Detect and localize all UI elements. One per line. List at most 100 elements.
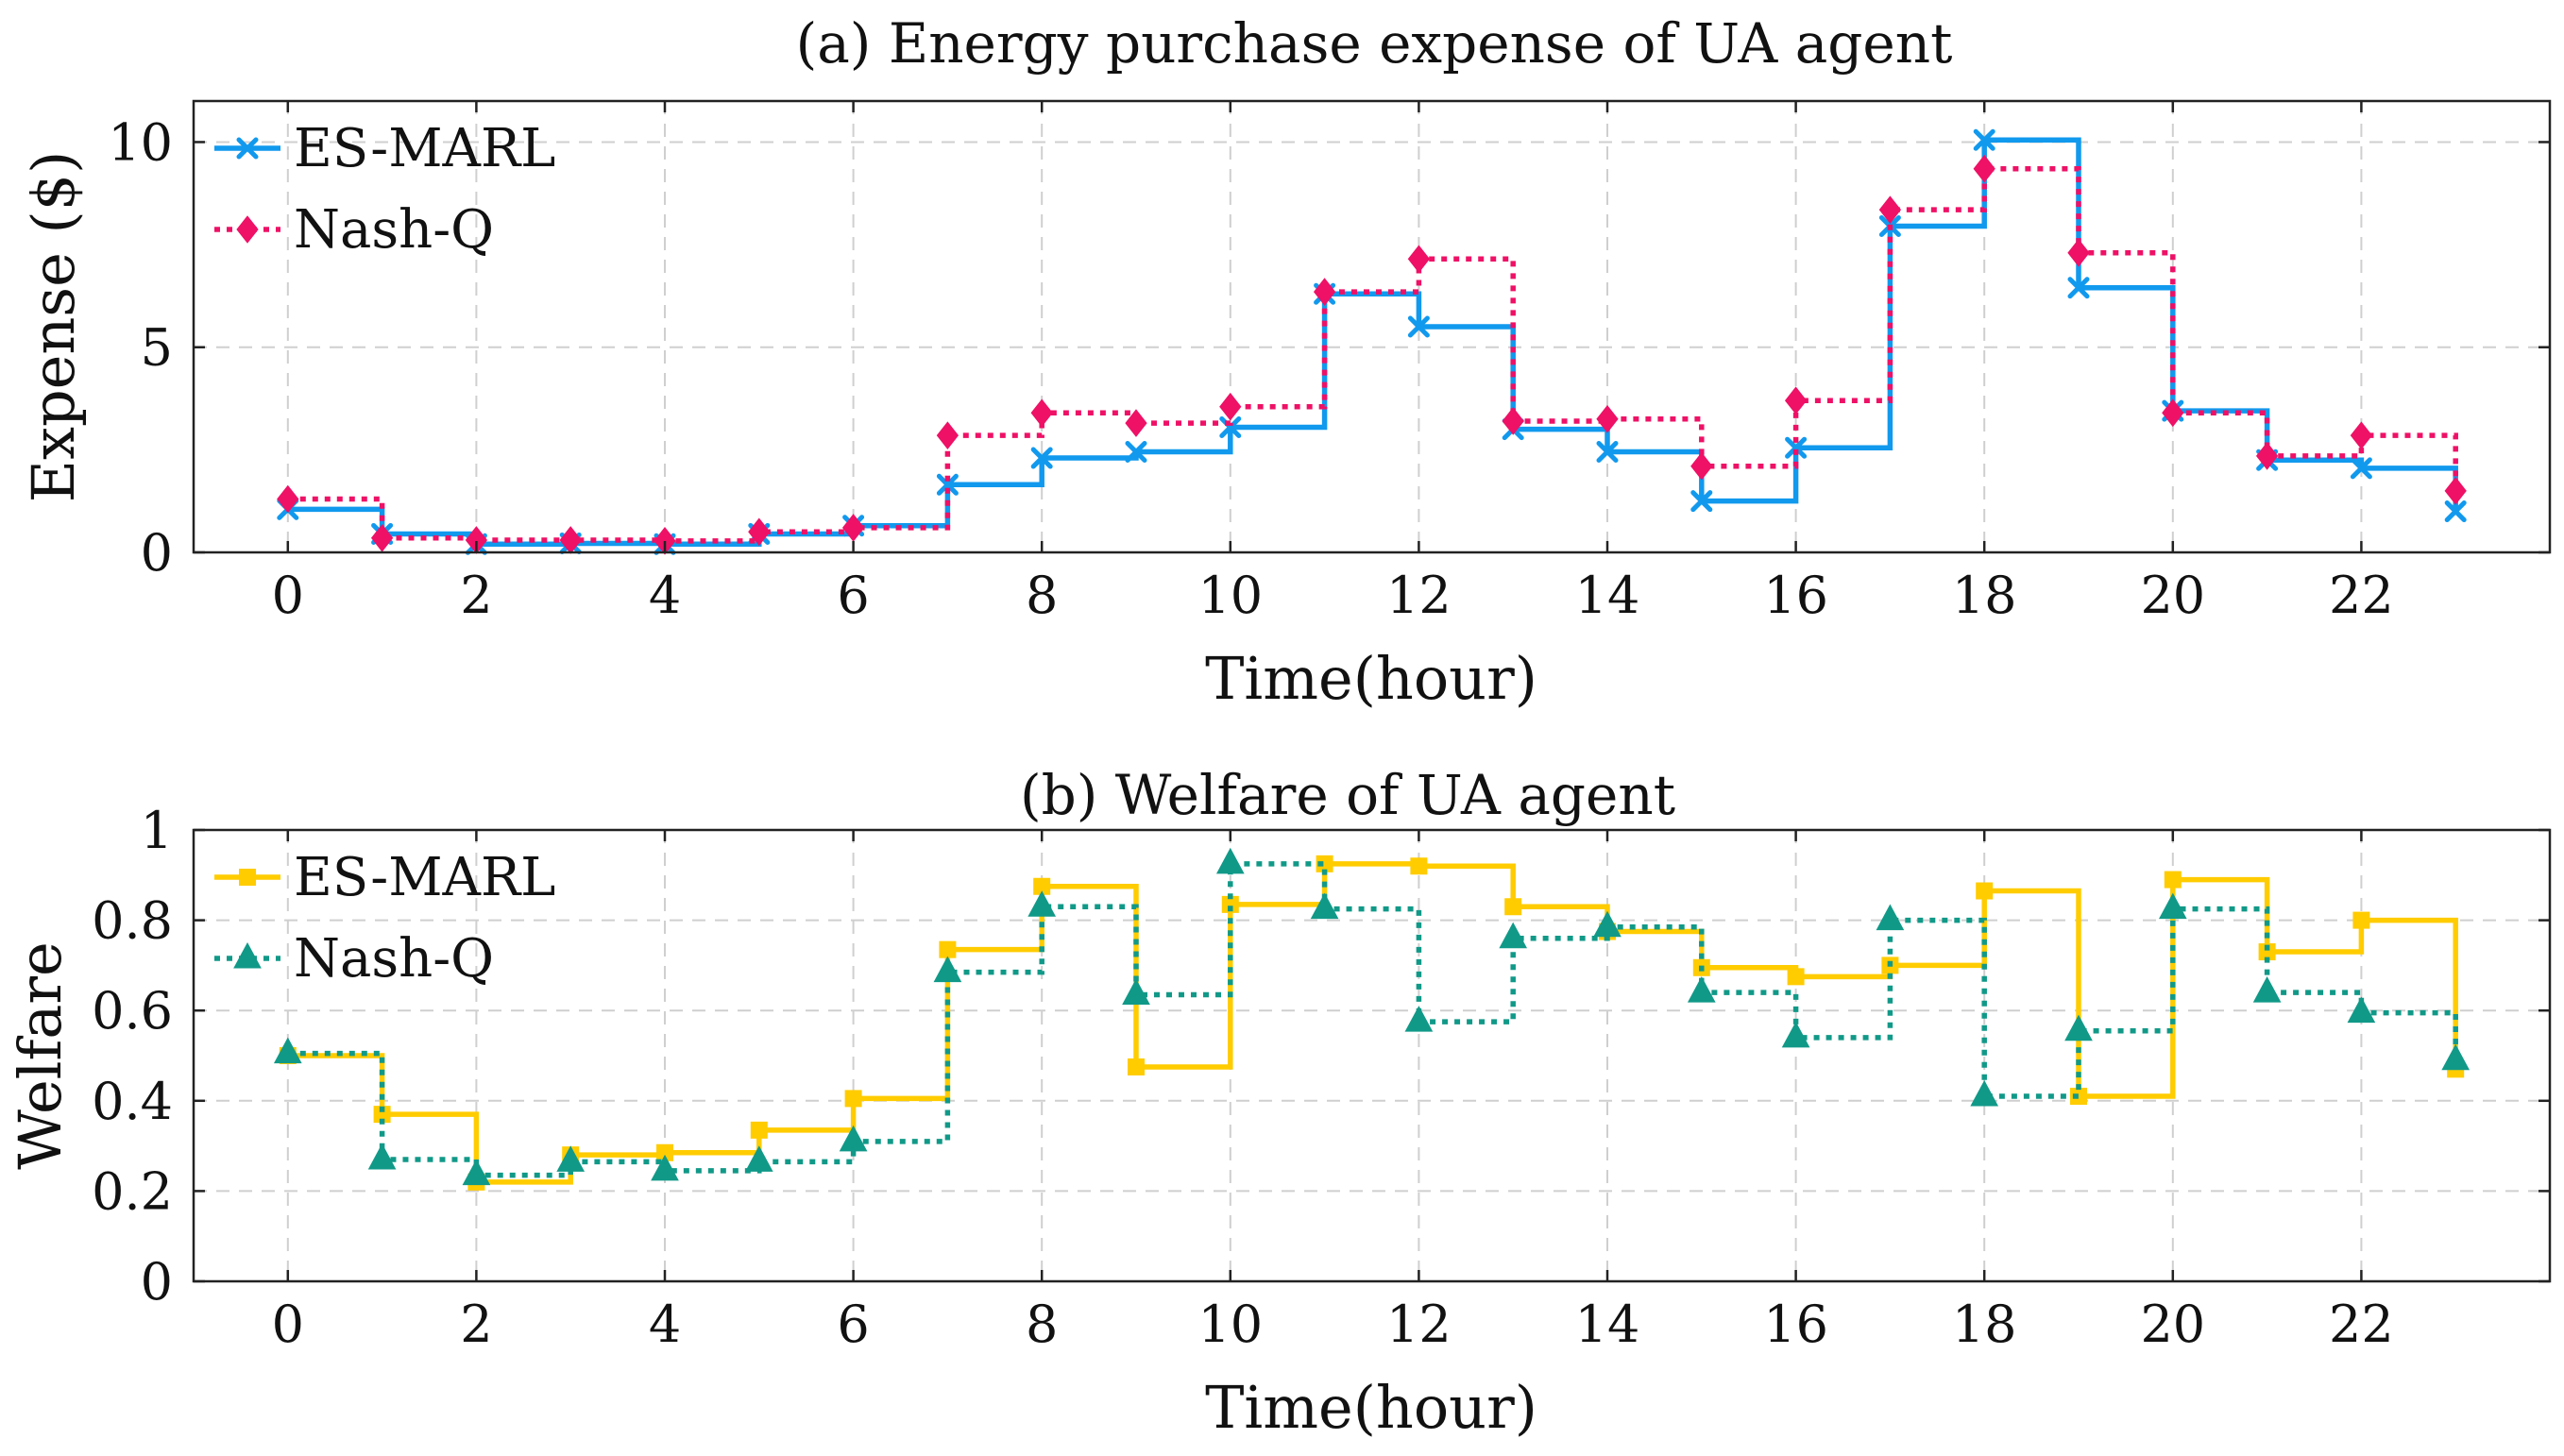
- welfare-data-point: [2064, 1014, 2093, 1041]
- expense-data-point: [1313, 278, 1336, 306]
- welfare-series-nash-q: [273, 847, 2471, 1186]
- expense-data-point: [841, 514, 865, 542]
- welfare-data-point: [2070, 1088, 2087, 1106]
- expense-data-point: [748, 517, 771, 547]
- welfare-x-tick-label: 14: [1575, 1295, 1640, 1354]
- expense-data-point: [2162, 398, 2184, 428]
- expense-data-point: [1407, 315, 1430, 338]
- expense-data-point: [1973, 154, 1995, 183]
- welfare-y-tick-label: 0.4: [92, 1072, 173, 1131]
- expense-x-tick-label: 20: [2140, 566, 2205, 625]
- expense-data-point: [654, 527, 676, 555]
- welfare-data-point: [1128, 1058, 1145, 1075]
- welfare-data-point: [744, 1145, 773, 1172]
- welfare-data-point: [1027, 890, 1057, 917]
- welfare-chart-panel: (b) Welfare of UA agent 0 2 4 6 8 10 12 14 16 18 2…: [6, 763, 2552, 1442]
- expense-data-point: [1219, 392, 1242, 421]
- welfare-data-point: [1593, 910, 1622, 938]
- welfare-data-point: [2352, 911, 2370, 929]
- welfare-x-tick-label: 22: [2329, 1295, 2394, 1354]
- welfare-legend-label: Nash-Q: [294, 928, 494, 990]
- expense-y-tick-label: 5: [141, 318, 173, 378]
- welfare-data-point: [2258, 943, 2276, 961]
- welfare-data-point: [1876, 904, 1905, 931]
- welfare-y-tick-label: 0.8: [92, 891, 173, 951]
- expense-y-axis-label: Expense ($): [19, 151, 88, 503]
- welfare-data-point: [1221, 895, 1239, 913]
- welfare-x-tick-label: 6: [837, 1295, 869, 1354]
- welfare-data-point: [1499, 922, 1528, 949]
- welfare-data-point: [556, 1145, 586, 1172]
- welfare-plot-area: [192, 828, 2552, 1283]
- expense-series-line: [287, 165, 2458, 544]
- welfare-data-point: [750, 1121, 768, 1139]
- welfare-y-axis-label: Welfare: [6, 941, 75, 1169]
- expense-legend: ES-MARL Nash-Q: [214, 118, 555, 261]
- expense-legend-label: ES-MARL: [294, 118, 555, 179]
- expense-chart-panel: (a) Energy purchase expense of UA agent …: [19, 11, 2552, 713]
- welfare-data-point: [656, 1143, 673, 1161]
- expense-data-point: [1125, 409, 1147, 437]
- welfare-x-tick-label: 18: [1952, 1295, 2017, 1354]
- expense-y-tick-label: 0: [141, 523, 173, 583]
- welfare-legend: ES-MARL Nash-Q: [214, 847, 555, 990]
- expense-data-point: [1219, 415, 1242, 438]
- expense-data-point: [2067, 238, 2090, 267]
- welfare-y-tick-label: 0.2: [92, 1161, 173, 1221]
- expense-data-point: [1878, 195, 1902, 224]
- expense-x-tick-label: 6: [837, 566, 869, 625]
- expense-data-point: [1125, 441, 1147, 464]
- expense-data-point: [2067, 277, 2090, 299]
- welfare-data-point: [939, 940, 957, 958]
- expense-y-tick-label: 10: [108, 112, 173, 172]
- expense-data-point: [936, 473, 959, 496]
- welfare-data-point: [933, 956, 962, 983]
- expense-legend-marker: [236, 137, 259, 160]
- welfare-data-point: [1504, 898, 1522, 916]
- expense-data-point: [2444, 500, 2467, 523]
- welfare-x-tick-label: 4: [649, 1295, 681, 1354]
- expense-legend-marker: [236, 215, 259, 244]
- welfare-data-point: [373, 1106, 391, 1124]
- expense-chart-title: (a) Energy purchase expense of UA agent: [796, 11, 1953, 76]
- welfare-x-tick-label: 2: [460, 1295, 492, 1354]
- expense-x-tick-label: 16: [1763, 566, 1828, 625]
- expense-x-tick-label: 12: [1386, 566, 1452, 625]
- welfare-y-tick-label: 1: [141, 801, 173, 860]
- welfare-data-point: [367, 1143, 397, 1170]
- expense-data-point: [1596, 441, 1619, 464]
- welfare-data-point: [1316, 855, 1333, 872]
- expense-data-point: [2350, 457, 2372, 480]
- welfare-data-point: [1122, 978, 1150, 1005]
- welfare-data-point: [2441, 1043, 2471, 1071]
- expense-data-point: [936, 421, 959, 449]
- welfare-series-es-marl: [279, 855, 2465, 1191]
- welfare-data-point: [1033, 877, 1051, 895]
- welfare-legend-label: ES-MARL: [294, 847, 555, 908]
- expense-plot-area: [192, 99, 2552, 554]
- expense-data-point: [2255, 442, 2279, 470]
- welfare-data-point: [651, 1154, 679, 1181]
- expense-data-point: [1030, 398, 1053, 428]
- expense-data-point: [2444, 477, 2467, 505]
- welfare-data-point: [2164, 871, 2182, 889]
- welfare-data-point: [2347, 996, 2376, 1024]
- expense-data-point: [1030, 447, 1053, 469]
- expense-data-point: [277, 484, 299, 514]
- welfare-legend-marker: [233, 941, 262, 969]
- welfare-legend-marker: [239, 869, 256, 886]
- expense-series-nash-q: [277, 154, 2467, 555]
- expense-x-tick-label: 18: [1952, 566, 2017, 625]
- expense-data-point: [1973, 128, 1995, 151]
- expense-data-point: [1502, 407, 1524, 435]
- welfare-data-point: [1215, 847, 1245, 874]
- expense-data-point: [1596, 404, 1619, 433]
- expense-x-tick-label: 10: [1197, 566, 1263, 625]
- welfare-chart-title: (b) Welfare of UA agent: [1020, 763, 1675, 827]
- expense-data-point: [1690, 490, 1713, 513]
- welfare-x-tick-label: 10: [1197, 1295, 1263, 1354]
- welfare-data-point: [1310, 892, 1339, 920]
- expense-data-point: [1407, 245, 1431, 274]
- expense-data-point: [2350, 421, 2373, 449]
- welfare-data-point: [1976, 882, 1994, 900]
